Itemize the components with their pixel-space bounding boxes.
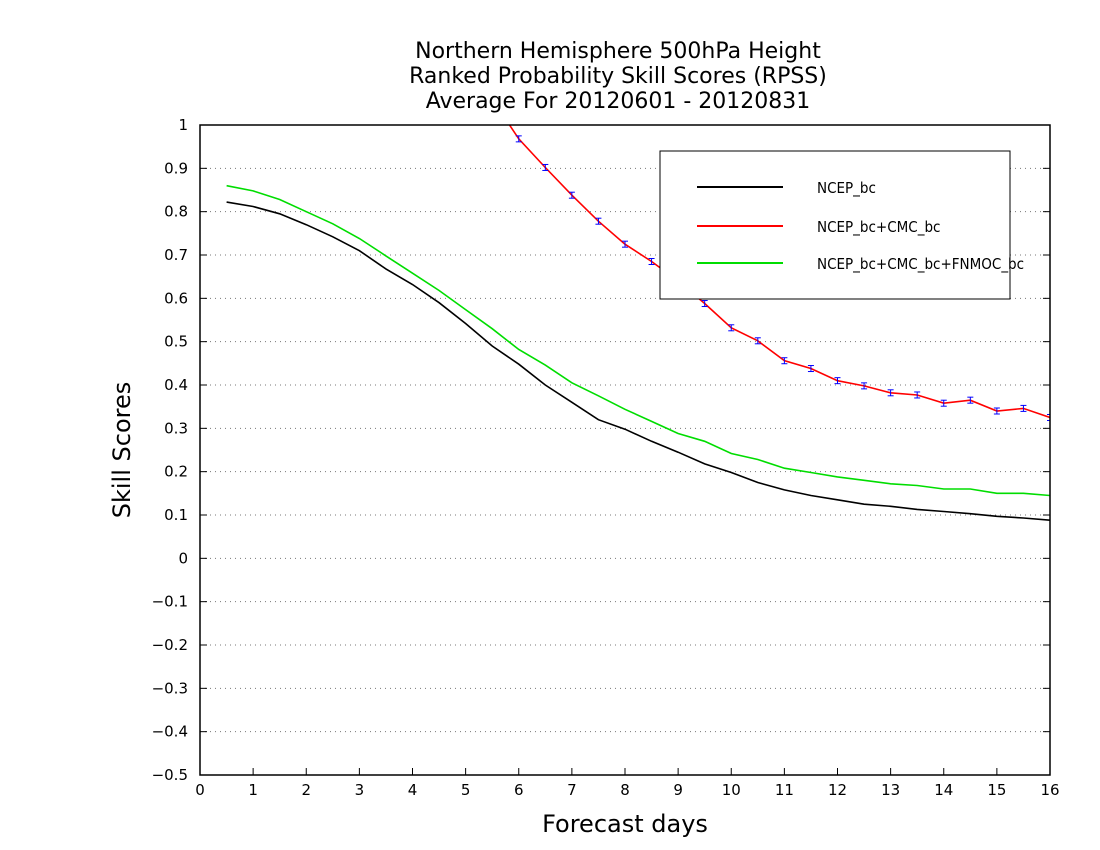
x-tick-label: 16 [1040,781,1059,799]
series-2-point [754,337,761,345]
series-2-point [568,191,575,199]
series-2-point [993,407,1000,415]
x-tick-label: 6 [514,781,524,799]
series-2-point [914,391,921,399]
x-tick-label: 8 [620,781,630,799]
y-tick-label: 0.4 [164,376,188,394]
y-tick-label: 0.7 [164,246,188,264]
x-tick-label: 1 [248,781,258,799]
legend: NCEP_bc NCEP_bc+CMC_bc NCEP_bc+CMC_bc+FN… [659,150,1024,300]
series-2-point [515,135,522,143]
x-tick-label: 14 [934,781,953,799]
title-line-1: Northern Hemisphere 500hPa Height [415,39,821,64]
x-tick-label: 0 [195,781,205,799]
series-line-3 [226,184,1050,497]
series-2-point [728,324,735,332]
x-tick-label: 3 [355,781,365,799]
chart-title: Northern Hemisphere 500hPa Height Ranked… [409,39,827,114]
series-2-point [648,258,655,265]
legend-label-ncep-cmc-fnmoc: NCEP_bc+CMC_bc+FNMOC_bc [817,255,1024,274]
y-tick-label: 0.9 [164,159,188,177]
y-tick-label: −0.3 [152,679,188,697]
x-tick-label: 11 [775,781,794,799]
series-2-point [1047,414,1050,421]
x-tick-label: 5 [461,781,471,799]
series-2-point [1020,404,1027,412]
series-2-point [595,217,602,225]
y-tick-label: 1 [178,116,188,134]
x-tick-label: 15 [987,781,1006,799]
y-tick-label: 0.5 [164,333,188,351]
series-2-point [781,357,788,365]
title-line-3: Average For 20120601 - 20120831 [426,89,811,114]
y-tick-label: −0.4 [152,723,188,741]
title-line-2: Ranked Probability Skill Scores (RPSS) [409,64,827,89]
grid-lines [200,167,1050,733]
y-tick-label: 0.1 [164,506,188,524]
y-axis-ticks: −0.5 −0.4 −0.3 −0.2 −0.1 0 0.1 0.2 0.3 0.4 0.5 0.6 0… [152,116,1050,784]
series-2-point [940,399,947,407]
y-tick-label: −0.5 [152,766,188,784]
legend-label-ncep-cmc: NCEP_bc+CMC_bc [817,218,940,237]
series-2-point [701,300,708,308]
x-axis-ticks: 0 1 2 3 4 5 6 7 8 9 10 11 12 13 14 15 16 [195,768,1060,799]
y-tick-label: 0.8 [164,203,188,221]
x-tick-label: 10 [722,781,741,799]
y-axis-title: Skill Scores [108,382,136,519]
x-tick-label: 2 [301,781,311,799]
y-tick-label: −0.2 [152,636,188,654]
legend-label-ncep-bc: NCEP_bc [817,179,876,198]
y-tick-label: 0.2 [164,463,188,481]
series-line-2 [508,125,1050,419]
series-2-point [861,382,868,390]
x-tick-label: 12 [828,781,847,799]
y-tick-label: 0.3 [164,419,188,437]
series-line-1 [226,201,1050,521]
y-tick-label: 0 [178,549,188,567]
y-tick-label: −0.1 [152,593,188,611]
series-2-point [967,396,974,404]
x-tick-label: 9 [673,781,683,799]
x-tick-label: 7 [567,781,577,799]
series-2-point [887,389,894,397]
y-tick-label: 0.6 [164,289,188,307]
series-2-point [834,377,841,385]
series-lines [226,125,1050,521]
x-axis-title: Forecast days [542,810,708,838]
x-tick-label: 4 [408,781,418,799]
x-tick-label: 13 [881,781,900,799]
series-2-point [542,163,549,171]
series-2-point [807,365,814,373]
series-2-point [622,240,628,248]
